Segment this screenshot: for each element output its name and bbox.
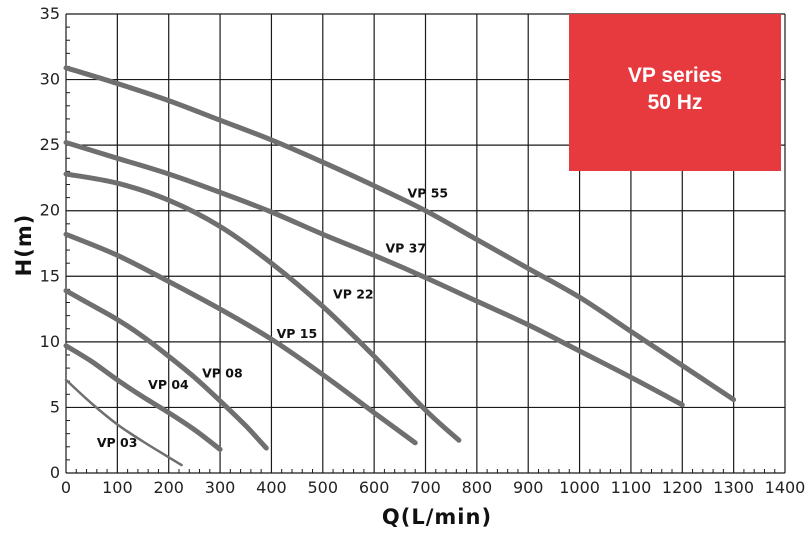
label-vp-03: VP 03 bbox=[97, 435, 138, 450]
x-tick-label: 400 bbox=[256, 478, 287, 497]
x-tick-label: 300 bbox=[205, 478, 236, 497]
label-vp-15: VP 15 bbox=[277, 326, 318, 341]
curve-vp-55 bbox=[63, 65, 737, 403]
curve-vp-08 bbox=[63, 288, 269, 451]
x-tick-label: 200 bbox=[153, 478, 184, 497]
y-tick-label: 10 bbox=[40, 332, 60, 351]
curve-vp-03 bbox=[64, 378, 183, 467]
x-axis-ticks: 0 100 200 300 400 500 600 700 800 900 1000 1100 1200… bbox=[61, 478, 805, 497]
x-axis-title: Q(L/min) bbox=[382, 505, 492, 529]
x-tick-label: 1200 bbox=[662, 478, 703, 497]
series-badge: VP series 50 Hz bbox=[569, 14, 781, 171]
label-vp-22: VP 22 bbox=[333, 287, 374, 302]
curve-labels: VP 03 VP 04 VP 08 VP 15 VP 22 VP 37 VP 55 bbox=[97, 186, 448, 450]
x-tick-label: 1000 bbox=[559, 478, 600, 497]
y-axis-title: H(m) bbox=[12, 214, 36, 277]
curve-vp-04 bbox=[63, 343, 223, 452]
badge-title: VP series bbox=[628, 64, 722, 87]
y-tick-label: 30 bbox=[40, 70, 60, 89]
badge-frequency: 50 Hz bbox=[648, 91, 703, 114]
x-tick-label: 100 bbox=[102, 478, 133, 497]
curve-vp-37 bbox=[63, 140, 685, 408]
curve-vp-15 bbox=[63, 231, 418, 446]
x-tick-label: 500 bbox=[308, 478, 339, 497]
y-tick-label: 0 bbox=[50, 463, 60, 482]
x-tick-label: 1300 bbox=[713, 478, 754, 497]
y-tick-label: 25 bbox=[40, 135, 60, 154]
y-tick-label: 35 bbox=[40, 4, 60, 23]
x-tick-label: 600 bbox=[359, 478, 390, 497]
label-vp-55: VP 55 bbox=[408, 186, 449, 201]
badge-background bbox=[569, 14, 781, 171]
y-tick-label: 5 bbox=[50, 397, 60, 416]
curve-vp-22 bbox=[63, 171, 462, 443]
performance-curves bbox=[63, 65, 737, 467]
y-tick-label: 15 bbox=[40, 266, 60, 285]
label-vp-37: VP 37 bbox=[385, 241, 426, 256]
label-vp-08: VP 08 bbox=[202, 365, 243, 380]
x-tick-label: 0 bbox=[61, 478, 71, 497]
x-tick-label: 900 bbox=[513, 478, 544, 497]
x-tick-label: 1400 bbox=[765, 478, 806, 497]
x-tick-label: 800 bbox=[462, 478, 493, 497]
label-vp-04: VP 04 bbox=[148, 377, 189, 392]
y-axis-ticks: 0 5 10 15 20 25 30 35 bbox=[40, 4, 60, 482]
x-tick-label: 1100 bbox=[611, 478, 652, 497]
x-tick-label: 700 bbox=[410, 478, 441, 497]
y-tick-label: 20 bbox=[40, 201, 60, 220]
